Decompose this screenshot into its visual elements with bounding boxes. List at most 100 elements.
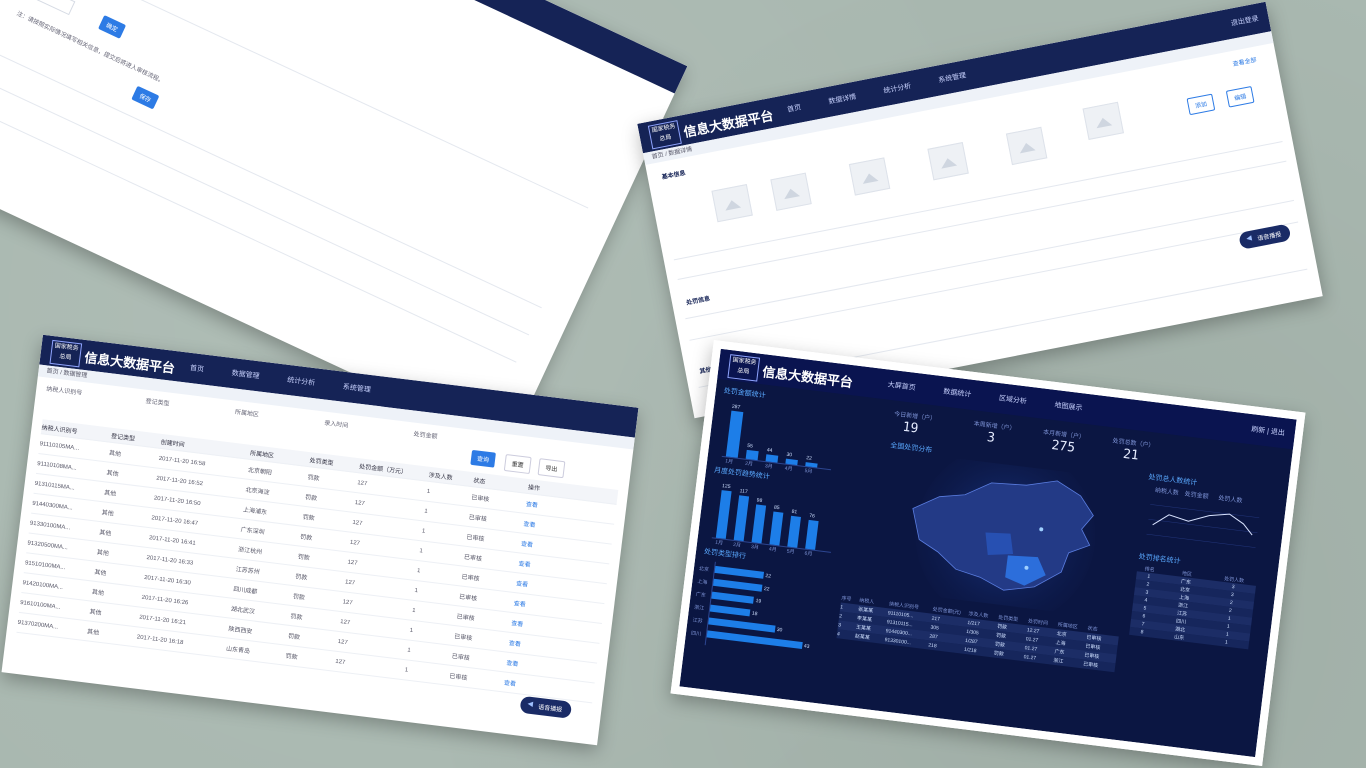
province-highlight xyxy=(1005,555,1046,586)
view-link[interactable]: 查看 xyxy=(510,620,524,629)
logo: 国家税务总局 xyxy=(49,339,83,368)
table-cell: 1 xyxy=(416,567,421,574)
table-cell: 已审核 xyxy=(463,554,483,563)
filter-label: 纳税人识别号 xyxy=(45,386,83,397)
bar-value-label: 43 xyxy=(803,643,810,650)
nav-item[interactable]: 区域分析 xyxy=(998,395,1028,406)
table-cell: 罚款 xyxy=(307,475,320,483)
table-cell: 1 xyxy=(409,627,414,634)
table-cell: 浙江杭州 xyxy=(237,547,263,557)
search-button[interactable]: 查询 xyxy=(470,449,496,468)
table-cell: 127 xyxy=(344,578,356,587)
view-link[interactable]: 查看 xyxy=(505,660,519,669)
top-nav-bar: 国家税务总局 信息大数据平台 首页 数据详情 统计分析 系统管理 退出登录 xyxy=(637,1,1272,154)
logout-link[interactable]: 退出登录 xyxy=(1230,15,1260,28)
category-label: 3月 xyxy=(764,463,774,471)
dashboard-actions[interactable]: 刷新 | 退出 xyxy=(1250,426,1286,438)
nav-item[interactable]: 数据统计 xyxy=(942,388,972,399)
section-title: 处罚信息 xyxy=(685,296,711,307)
add-button[interactable]: 添加 xyxy=(1186,93,1216,116)
table-cell: 2017-11-20 16:18 xyxy=(136,633,184,646)
save-button[interactable]: 保存 xyxy=(131,85,160,110)
chart-bar xyxy=(714,565,764,579)
table-cell: 浙江 xyxy=(1052,657,1064,665)
table-cell: 上海浦东 xyxy=(242,507,268,517)
bar-value-label: 287 xyxy=(731,403,741,411)
view-link[interactable]: 查看 xyxy=(515,581,529,589)
view-link[interactable]: 查看 xyxy=(520,541,534,549)
chart-bar xyxy=(725,410,744,458)
voice-broadcast-button[interactable]: 语音播报 xyxy=(1238,223,1292,250)
table-cell: 广东深圳 xyxy=(240,527,265,537)
nav-item[interactable]: 数据详情 xyxy=(828,93,857,106)
view-link[interactable]: 查看 xyxy=(513,601,526,609)
nav-item[interactable]: 大屏首页 xyxy=(887,381,916,392)
view-all-link[interactable]: 查看全部 xyxy=(1232,57,1258,69)
table-cell: 其他 xyxy=(108,450,122,459)
chart-bar xyxy=(715,490,732,539)
confirm-button[interactable]: 确定 xyxy=(98,15,127,39)
china-map xyxy=(912,451,1096,619)
nav-item[interactable]: 系统管理 xyxy=(342,383,372,395)
category-label: 江苏 xyxy=(692,617,703,625)
table-cell: 4 xyxy=(836,630,841,638)
grid-line xyxy=(1148,519,1258,533)
table-cell: 罚款 xyxy=(290,613,303,622)
chart-bar xyxy=(787,515,802,548)
image-placeholder-icon xyxy=(711,184,753,223)
view-link[interactable]: 查看 xyxy=(525,501,539,510)
table-cell: 北京海淀 xyxy=(245,487,270,497)
chart-bar xyxy=(711,591,755,604)
table-cell: 8 xyxy=(1140,629,1144,636)
table-cell: 1 xyxy=(426,488,431,495)
table-cell: 其他 xyxy=(89,609,102,617)
select-field[interactable]: 全部 xyxy=(25,0,76,16)
table-cell: 其他 xyxy=(103,490,117,498)
export-button[interactable]: 导出 xyxy=(537,458,566,479)
nav-item[interactable]: 首页 xyxy=(189,364,205,374)
chart-bar xyxy=(708,617,776,633)
table-cell: 91110105MA... xyxy=(39,440,80,452)
bar-value-label: 85 xyxy=(773,504,780,512)
view-link[interactable]: 查看 xyxy=(503,680,517,688)
column-header: 操作 xyxy=(527,484,541,492)
kpi-value: 19 xyxy=(901,419,920,437)
nav-item[interactable]: 地图展示 xyxy=(1054,402,1083,413)
nav-item[interactable]: 数据管理 xyxy=(231,370,260,381)
table-cell: 其他 xyxy=(96,549,110,558)
table-cell: 其他 xyxy=(106,470,119,478)
table-cell: 四川成都 xyxy=(232,586,258,596)
table-cell: 127 xyxy=(354,499,366,507)
section-title: 基本信息 xyxy=(661,170,687,182)
table-cell: 已审核 xyxy=(448,673,468,682)
view-link[interactable]: 查看 xyxy=(518,561,531,569)
nav-item[interactable]: 首页 xyxy=(786,104,802,114)
table-cell: 91610100MA... xyxy=(19,599,61,611)
map-point xyxy=(1024,565,1029,570)
chart-bar xyxy=(733,495,750,542)
nav-item[interactable]: 系统管理 xyxy=(937,72,967,85)
screenshot-card-bottom-left: 国家税务总局 信息大数据平台 首页 数据管理 统计分析 系统管理 首页 / 数据… xyxy=(1,334,639,746)
table-cell: 127 xyxy=(339,618,351,626)
category-label: 上海 xyxy=(696,578,708,586)
filter-label: 处罚金额 xyxy=(413,431,438,441)
dashboard-screen: 国家税务总局 信息大数据平台 大屏首页 数据统计 区域分析 地图展示 刷新 | … xyxy=(679,348,1297,758)
nav-item[interactable]: 统计分析 xyxy=(882,82,912,96)
table-cell: 已审核 xyxy=(451,653,470,663)
reset-button[interactable]: 重置 xyxy=(503,454,532,475)
image-placeholder-icon xyxy=(927,142,969,181)
table-cell: 罚款 xyxy=(292,594,306,602)
edit-button[interactable]: 编辑 xyxy=(1225,85,1255,108)
table-cell: 01.27 xyxy=(1023,653,1037,662)
view-link[interactable]: 查看 xyxy=(508,640,522,649)
image-placeholder-icon xyxy=(1082,101,1124,140)
grid-line xyxy=(1146,533,1256,548)
series-line xyxy=(1152,513,1253,536)
table-cell: 已审核 xyxy=(470,495,490,504)
view-link[interactable]: 查看 xyxy=(523,521,536,530)
nav-item[interactable]: 统计分析 xyxy=(286,376,316,388)
table-cell: 罚款 xyxy=(297,554,311,562)
image-placeholder-icon xyxy=(770,172,812,211)
table-cell: 罚款 xyxy=(993,650,1005,658)
table-cell: 江苏苏州 xyxy=(235,566,260,576)
